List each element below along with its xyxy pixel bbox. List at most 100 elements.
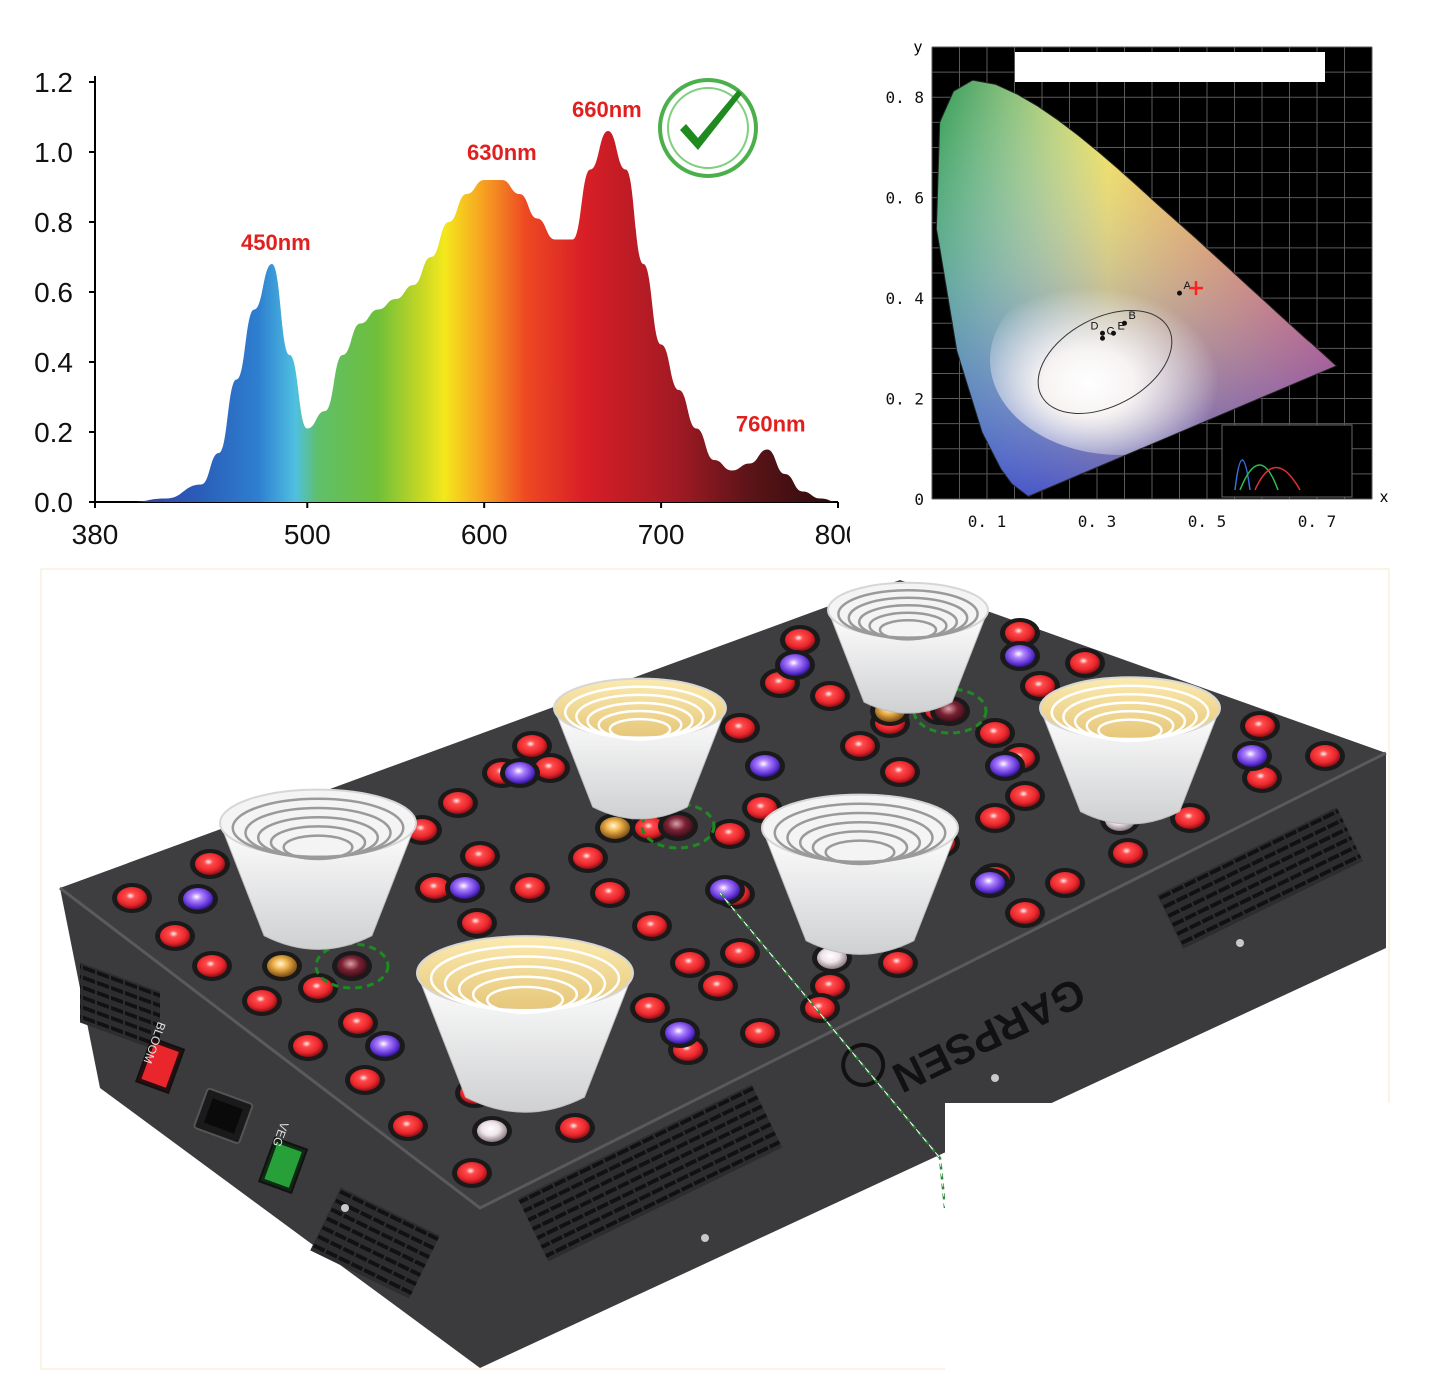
x-tick-labels: 380 500 600 700 800 (72, 502, 850, 550)
cie-y-tick-label: 0. 6 (885, 189, 924, 208)
red-led (980, 722, 1010, 744)
red-led (350, 1069, 380, 1091)
red-led (747, 797, 777, 819)
blue-led (183, 888, 213, 910)
y-tick-label: 1.0 (34, 137, 73, 168)
red-led (1050, 872, 1080, 894)
red-led (462, 912, 492, 934)
red-led (515, 877, 545, 899)
red-led (247, 990, 277, 1012)
red-led (703, 975, 733, 997)
vent-front-left (310, 1187, 440, 1299)
blue-led (370, 1035, 400, 1057)
bloom-switch: BLOOM (134, 1020, 186, 1095)
brand-emblem-icon (841, 1042, 886, 1087)
red-led (535, 757, 565, 779)
lens-reflector (553, 677, 727, 820)
red-led (1010, 785, 1040, 807)
lens-reflector (827, 581, 989, 714)
blue-led (710, 879, 740, 901)
amber-led (600, 817, 630, 839)
red-led (293, 1035, 323, 1057)
screw (701, 1234, 709, 1242)
lens-reflectors (219, 581, 1221, 1113)
cie-y-axis-label: y (914, 40, 922, 56)
inset-spectrum (1221, 424, 1353, 498)
red-led (1010, 902, 1040, 924)
red-led (195, 853, 225, 875)
lens-reflector (416, 935, 634, 1113)
light-body-edge (59, 751, 1387, 1210)
red-led (517, 735, 547, 757)
red-led (725, 942, 755, 964)
vent-front-mid (517, 1084, 783, 1262)
red-led (160, 925, 190, 947)
blue-led (1005, 645, 1035, 667)
blue-led (990, 755, 1020, 777)
y-tick-label: 0.8 (34, 207, 73, 238)
callout-dashed-line (719, 892, 947, 1209)
red-led (845, 735, 875, 757)
red-led (815, 685, 845, 707)
spectrum-area (95, 131, 838, 502)
red-target-marker (1189, 281, 1203, 296)
red-led (635, 997, 665, 1019)
red-led (1310, 745, 1340, 767)
checkmark-icon (680, 90, 742, 150)
cie-x-tick-label: 0. 1 (968, 512, 1007, 531)
y-tick-label: 0.0 (34, 487, 73, 518)
screw (991, 1074, 999, 1082)
y-tick-label: 0.2 (34, 417, 73, 448)
screw (341, 1204, 349, 1212)
white-region-ellipse (1037, 310, 1173, 414)
red-led (1247, 767, 1277, 789)
cie-y-tick-label: 0. 4 (885, 289, 924, 308)
blue-led (665, 1022, 695, 1044)
illuminant-point (1111, 330, 1116, 336)
red-led (815, 975, 845, 997)
red-led (560, 1117, 590, 1139)
illuminant-point (1122, 320, 1127, 326)
x-tick-label: 800 (815, 519, 850, 550)
amber-led (267, 955, 297, 977)
red-led (745, 1022, 775, 1044)
red-led (197, 955, 227, 977)
red-led (1070, 652, 1100, 674)
peak-label: 760nm (736, 412, 806, 437)
red-led (303, 977, 333, 999)
red-led (725, 717, 755, 739)
blue-led (975, 872, 1005, 894)
y-tick-label: 0.6 (34, 277, 73, 308)
ir-led (663, 815, 693, 837)
peak-labels: 450nm 630nm 660nm 760nm (241, 97, 806, 437)
illuminant-label: D (1091, 320, 1099, 332)
vent-left (80, 962, 160, 1052)
cie-y-tick-label: 0 (914, 490, 924, 509)
illuminant-point (1177, 290, 1182, 296)
red-led (980, 807, 1010, 829)
peak-label: 450nm (241, 230, 311, 255)
x-tick-label: 500 (284, 519, 331, 550)
red-led (1175, 807, 1205, 829)
red-led (1113, 842, 1143, 864)
red-led (117, 887, 147, 909)
blue-led (780, 654, 810, 676)
blank-patch (945, 1103, 1400, 1373)
checkmark-badge (658, 78, 758, 178)
x-tick-label: 700 (638, 519, 685, 550)
red-led (393, 1115, 423, 1137)
callout-dashed-line-inner (719, 892, 946, 1209)
lens-reflector (761, 793, 959, 955)
power-socket (193, 1087, 254, 1145)
blue-led (750, 755, 780, 777)
illuminant-label: A (1184, 280, 1192, 292)
red-led (1005, 622, 1035, 644)
blue-led (505, 762, 535, 784)
peak-label: 660nm (572, 97, 642, 122)
lens-reflector (219, 788, 417, 950)
red-led (785, 629, 815, 651)
vent-right (1156, 807, 1364, 949)
blue-led (450, 877, 480, 899)
red-led (715, 823, 745, 845)
